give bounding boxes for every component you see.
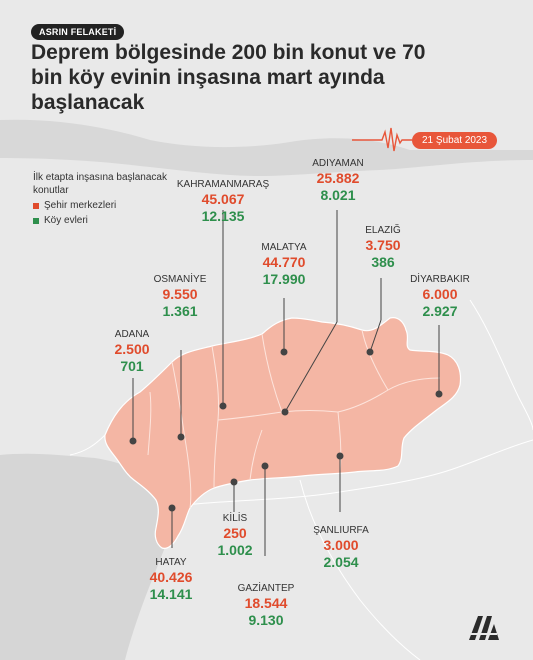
category-badge: ASRIN FELAKETİ	[31, 24, 125, 40]
city-homes-value: 45.067	[201, 191, 245, 207]
city-label-kahramanmaras: KAHRAMANMARAŞ 45.067 12.135	[177, 178, 269, 225]
village-homes-value: 701	[120, 358, 144, 374]
city-name: KİLİS	[222, 513, 248, 524]
village-homes-value: 14.141	[149, 586, 193, 602]
earthquake-region	[104, 317, 462, 549]
city-label-sanliurfa: ŞANLIURFA 3.000 2.054	[313, 524, 369, 571]
village-homes-value: 12.135	[201, 208, 245, 224]
legend-village-swatch	[33, 217, 39, 224]
city-homes-value: 44.770	[262, 254, 306, 270]
city-label-elazig: ELAZIĞ 3.750 386	[365, 224, 401, 271]
river-line	[299, 479, 421, 660]
legend-village: Köy evleri	[33, 215, 88, 226]
sea-mediterranean	[0, 453, 178, 660]
legend-intro: İlk etapta inşasına başlanacak konutlar	[33, 172, 167, 196]
city-homes-value: 6.000	[422, 286, 458, 302]
city-name: MALATYA	[261, 242, 307, 253]
city-name: ADIYAMAN	[312, 158, 364, 169]
city-label-gaziantep: GAZİANTEP 18.544 9.130	[238, 582, 295, 629]
village-homes-value: 2.927	[422, 303, 458, 319]
city-name: ŞANLIURFA	[313, 525, 369, 536]
village-homes-value: 8.021	[320, 187, 356, 203]
village-homes-value: 9.130	[248, 612, 284, 628]
city-name: GAZİANTEP	[237, 583, 295, 594]
date-badge: 21 Şubat 2023	[412, 132, 498, 149]
border-south	[184, 439, 533, 506]
city-label-osmaniye: OSMANİYE 9.550 1.361	[154, 273, 207, 320]
city-name: KAHRAMANMARAŞ	[176, 179, 270, 190]
city-homes-value: 3.000	[323, 537, 359, 553]
legend-city: Şehir merkezleri	[33, 200, 116, 211]
city-name: ADANA	[114, 329, 150, 340]
village-homes-value: 2.054	[323, 554, 359, 570]
coastline	[69, 434, 106, 456]
seismograph-icon	[352, 127, 412, 152]
city-homes-value: 9.550	[162, 286, 198, 302]
city-name: ELAZIĞ	[365, 225, 401, 236]
city-label-kilis: KİLİS 250 1.002	[217, 512, 252, 559]
legend-city-label: Şehir merkezleri	[44, 200, 117, 211]
border-east	[469, 299, 533, 431]
city-name: HATAY	[155, 557, 187, 568]
city-homes-value: 2.500	[114, 341, 150, 357]
legend-village-label: Köy evleri	[44, 215, 88, 226]
village-homes-value: 17.990	[262, 271, 306, 287]
city-label-diyarbakir: DİYARBAKIR 6.000 2.927	[410, 273, 470, 320]
city-name: DİYARBAKIR	[410, 274, 470, 285]
city-label-adana: ADANA 2.500 701	[114, 328, 149, 375]
city-homes-value: 25.882	[316, 170, 360, 186]
city-homes-value: 18.544	[244, 595, 288, 611]
city-label-adiyaman: ADIYAMAN 25.882 8.021	[312, 157, 364, 204]
page-title: Deprem bölgesinde 200 bin konut ve 70 bi…	[31, 41, 426, 114]
city-homes-value: 3.750	[365, 237, 401, 253]
city-name: OSMANİYE	[153, 274, 207, 285]
city-homes-value: 40.426	[149, 569, 193, 585]
village-homes-value: 1.002	[217, 542, 253, 558]
city-label-hatay: HATAY 40.426 14.141	[150, 556, 193, 603]
aa-logo	[469, 616, 499, 640]
sea-north	[0, 119, 533, 176]
city-homes-value: 250	[223, 525, 247, 541]
legend-city-swatch	[33, 202, 39, 209]
village-homes-value: 1.361	[162, 303, 198, 319]
village-homes-value: 386	[371, 254, 395, 270]
province-lines	[147, 329, 441, 509]
city-label-malatya: MALATYA 44.770 17.990	[261, 241, 306, 288]
